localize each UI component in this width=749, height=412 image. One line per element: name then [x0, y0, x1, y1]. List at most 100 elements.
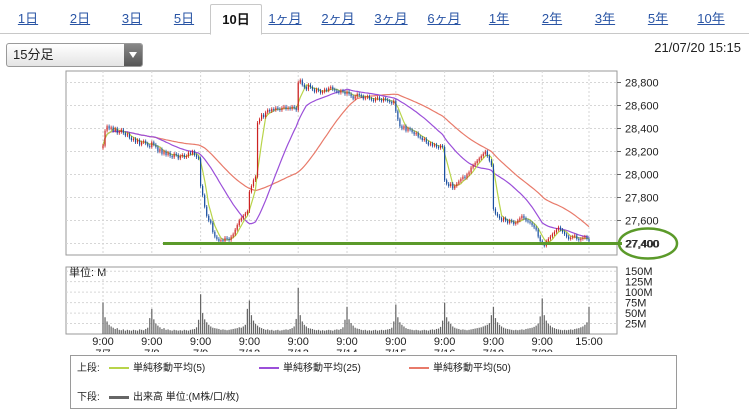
volume-bar [421, 330, 423, 334]
tab-8[interactable]: 6ヶ月 [427, 11, 461, 26]
volume-bar [468, 329, 470, 334]
candle-body [437, 146, 440, 149]
tab-6[interactable]: 2ヶ月 [321, 11, 355, 26]
volume-bar [409, 329, 411, 334]
candle-body [401, 126, 403, 129]
volume-bar [582, 326, 584, 334]
tab-2[interactable]: 3日 [121, 11, 143, 26]
volume-bar [389, 328, 391, 334]
candle-body [299, 80, 301, 83]
chart-legend: 上段: 単純移動平均(5) 単純移動平均(25) 単純移動平均(50) 下段: … [70, 355, 677, 409]
candle-body [122, 129, 124, 134]
candle-body [181, 154, 183, 157]
volume-bar [553, 328, 556, 334]
candle-body [439, 145, 442, 149]
volume-bar [136, 330, 139, 334]
candle-body [366, 96, 368, 98]
volume-bar [543, 315, 545, 334]
tab-13[interactable]: 10年 [697, 11, 725, 26]
candle-body [136, 140, 139, 143]
price-tick-label: 28,800 [625, 78, 659, 90]
candle-body [468, 172, 470, 175]
candle-body [557, 227, 560, 230]
volume-bar [342, 327, 344, 334]
volume-bar [134, 330, 137, 334]
tab-3[interactable]: 5日 [173, 11, 195, 26]
volume-bar [193, 328, 196, 334]
candle-body [110, 127, 112, 129]
chevron-down-icon[interactable] [124, 44, 142, 66]
candle-body [340, 90, 342, 93]
candle-body [173, 153, 175, 158]
volume-bar [287, 329, 289, 334]
candle-body [210, 220, 212, 223]
tab-1[interactable]: 2日 [69, 11, 91, 26]
volume-bar [216, 328, 218, 334]
volume-bar [124, 330, 126, 334]
candle-body [464, 176, 466, 178]
candle-body [539, 236, 541, 242]
volume-bar [537, 323, 539, 334]
candle-body [230, 236, 232, 241]
interval-select[interactable]: 15分足 [6, 43, 143, 67]
candle-body [517, 220, 519, 223]
candle-body [218, 238, 220, 242]
volume-bar [360, 329, 362, 334]
ma5-swatch [109, 367, 129, 370]
volume-bar [448, 321, 450, 334]
x-tick-time: 9:00 [532, 336, 553, 348]
candle-body [204, 195, 206, 207]
tab-4[interactable]: 10日 [210, 4, 262, 35]
candle-body [134, 138, 137, 143]
candle-body [407, 128, 409, 131]
candle-body [193, 151, 196, 155]
tab-7[interactable]: 3ヶ月 [374, 11, 408, 26]
volume-bar [254, 323, 257, 334]
volume-bar [454, 327, 456, 334]
tab-10[interactable]: 2年 [541, 11, 563, 26]
volume-bar [169, 330, 171, 334]
candle-body [171, 156, 173, 158]
ma25-swatch [259, 367, 279, 370]
candle-body [214, 232, 216, 237]
candle-body [305, 87, 307, 90]
volume-bar [143, 330, 145, 334]
candle-body [287, 107, 289, 109]
candle-body [395, 100, 397, 112]
candle-body [523, 215, 525, 219]
volume-bar [423, 329, 425, 334]
candle-body [419, 136, 421, 138]
candle-body [391, 102, 393, 104]
candle-body [149, 145, 151, 147]
candle-body [460, 179, 462, 182]
tab-12[interactable]: 5年 [647, 11, 669, 26]
volume-bar [141, 329, 143, 334]
candle-body [563, 232, 566, 235]
volume-bar [151, 308, 153, 334]
tab-0[interactable]: 1日 [17, 11, 39, 26]
candle-body [108, 126, 110, 129]
candle-body [387, 99, 389, 101]
volume-bar [425, 330, 427, 334]
candle-body [311, 87, 314, 90]
volume-bar [523, 329, 525, 334]
volume-bar [214, 328, 216, 334]
x-tick-date: 7/9 [193, 348, 208, 352]
volume-bar [496, 322, 499, 334]
x-tick-date: 7/14 [336, 348, 357, 352]
volume-bar [511, 329, 513, 334]
x-tick-time: 9:00 [385, 336, 406, 348]
volume-bar [236, 328, 238, 334]
volume-bar [433, 329, 436, 334]
tab-5[interactable]: 1ヶ月 [268, 11, 302, 26]
volume-bar [462, 329, 464, 334]
legend-bottom-label: 下段: [77, 392, 100, 403]
tab-11[interactable]: 3年 [594, 11, 616, 26]
candle-body [378, 97, 381, 100]
volume-bar [256, 325, 259, 334]
candle-body [226, 237, 228, 239]
volume-bar [480, 327, 482, 334]
candle-body [334, 89, 336, 91]
tab-9[interactable]: 1年 [488, 11, 510, 26]
volume-bar [267, 329, 269, 334]
